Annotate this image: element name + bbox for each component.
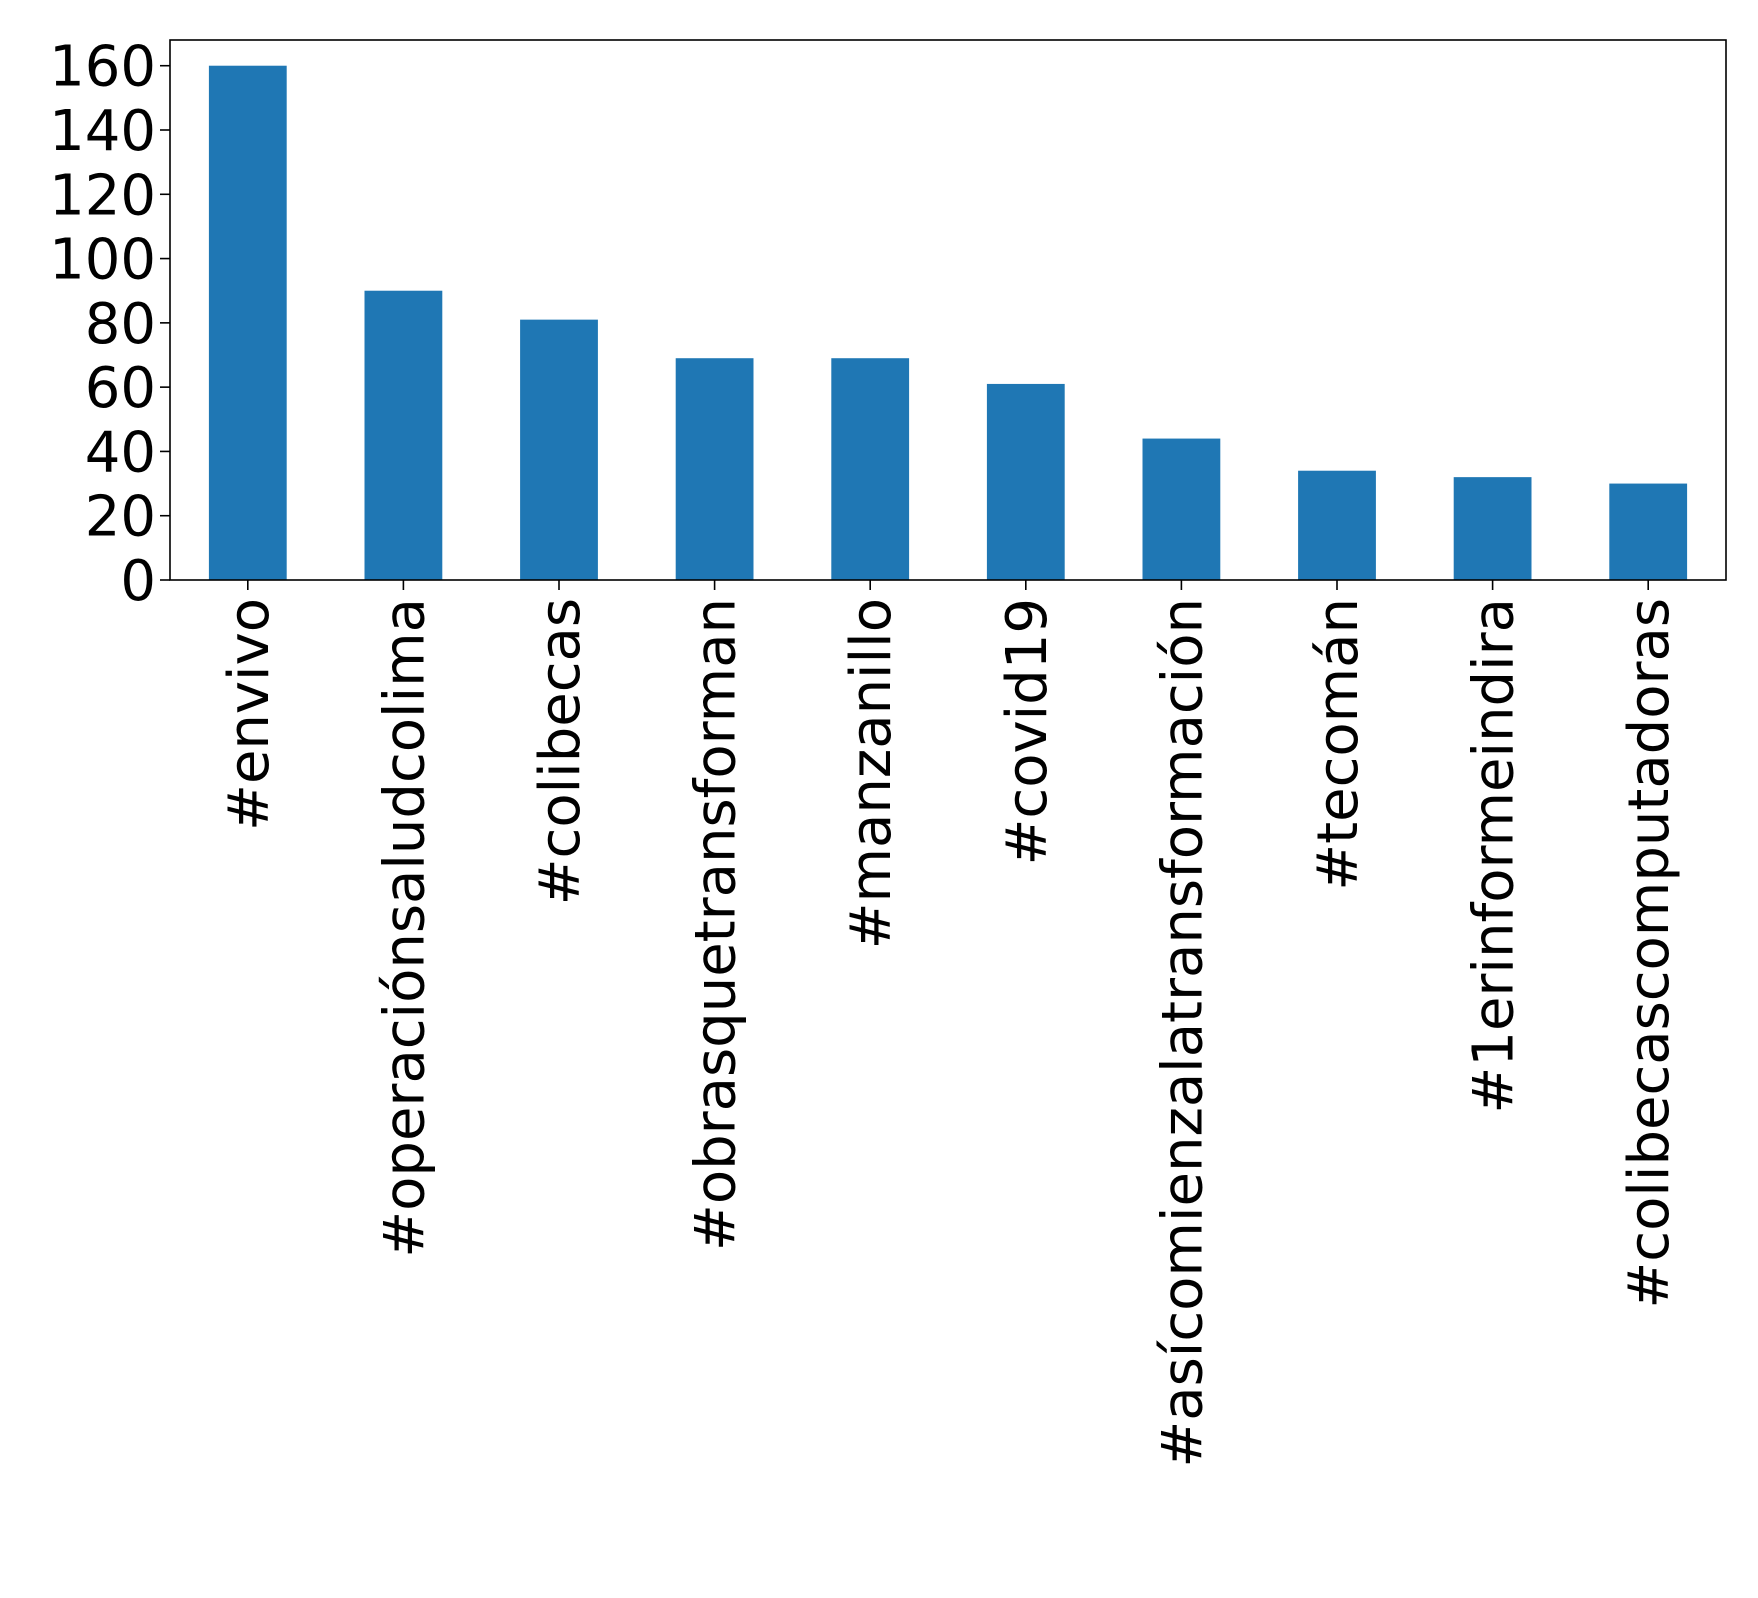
x-axis-ticks: #envivo #operaciónsaludcolima #colibecas #o… <box>217 580 1682 1468</box>
x-tick-label-3: #obrasquetransforman <box>684 598 749 1251</box>
bar-6 <box>1142 438 1221 580</box>
x-tick-label-2: #colibecas <box>528 598 593 905</box>
x-tick-label-0: #envivo <box>217 598 282 831</box>
y-tick-label-1: 20 <box>85 485 156 550</box>
bar-9 <box>1609 483 1688 580</box>
y-tick-label-4: 80 <box>85 292 156 357</box>
y-tick-label-6: 120 <box>49 163 156 228</box>
bar-2 <box>520 319 598 580</box>
bar-1 <box>364 290 443 580</box>
bar-8 <box>1453 477 1532 580</box>
plot-frame <box>169 39 1727 581</box>
x-tick-label-9: #colibecascomputadoras <box>1617 598 1682 1309</box>
bar-7 <box>1298 470 1376 580</box>
bar-3 <box>675 358 754 580</box>
x-tick-label-4: #manzanillo <box>839 598 904 949</box>
y-tick-label-5: 100 <box>49 228 156 293</box>
y-tick-label-7: 140 <box>49 99 156 164</box>
x-tick-label-7: #tecomán <box>1306 598 1371 891</box>
bars-group <box>208 65 1688 580</box>
x-tick-label-6: #asícomienzalatransformación <box>1150 598 1215 1468</box>
y-tick-label-2: 40 <box>85 420 156 485</box>
y-tick-label-3: 60 <box>85 356 156 421</box>
bar-4 <box>831 358 910 580</box>
x-tick-label-1: #operaciónsaludcolima <box>372 598 437 1258</box>
x-tick-label-8: #1erinformeindira <box>1462 598 1527 1114</box>
x-tick-label-5: #covid19 <box>995 598 1060 865</box>
bar-5 <box>986 383 1065 580</box>
y-tick-label-8: 160 <box>49 35 156 100</box>
y-tick-label-0: 0 <box>120 549 156 614</box>
bar-0 <box>208 65 287 580</box>
